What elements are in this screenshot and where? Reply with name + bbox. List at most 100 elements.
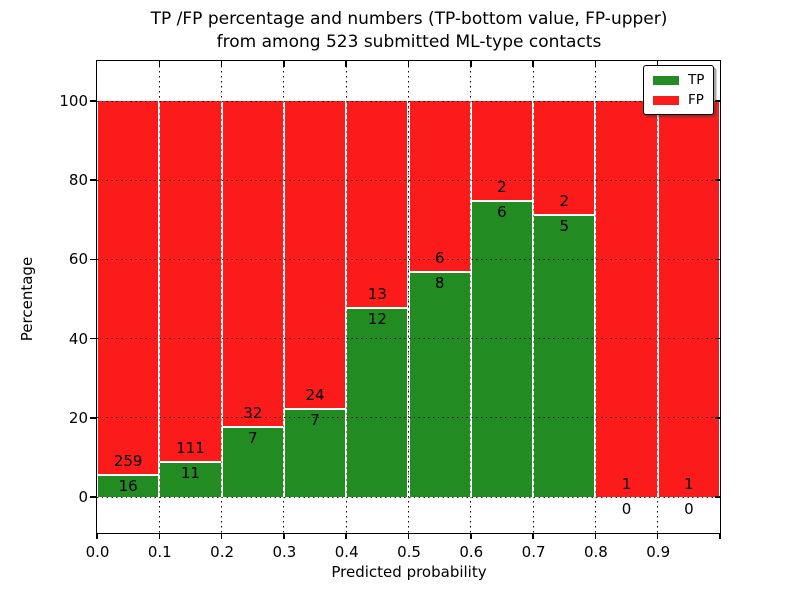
x-tick-label: 0.7 — [521, 543, 546, 561]
bar-tp-count-label: 12 — [367, 309, 387, 328]
y-tick-label: 60 — [68, 250, 88, 269]
bar-tp-segment — [347, 306, 408, 497]
bar-tp-segment — [284, 407, 346, 497]
x-tick-label: 0.8 — [583, 543, 608, 561]
y-tick-right — [714, 496, 720, 498]
y-tick — [90, 417, 96, 419]
x-tick-label: 0.1 — [147, 543, 172, 561]
tp-swatch-icon — [653, 75, 679, 85]
bar-divider-dash — [158, 101, 160, 497]
chart-title-line2: from among 523 submitted ML-type contact… — [216, 32, 602, 52]
bar-divider-dash — [408, 101, 409, 497]
legend-item-tp: TP — [653, 73, 704, 87]
x-tick-top — [345, 61, 347, 67]
x-tick — [407, 533, 410, 539]
x-tick-top — [656, 61, 659, 67]
bar — [595, 101, 658, 497]
y-axis-title: Percentage — [18, 256, 36, 342]
bar-tp-count-label: 8 — [434, 273, 445, 292]
bar — [221, 101, 284, 497]
bar-tp-segment — [222, 425, 283, 497]
x-tick-top — [532, 61, 534, 67]
legend: TP FP — [643, 65, 715, 115]
y-tick — [90, 100, 96, 102]
bar-fp-count-label: 32 — [243, 403, 263, 422]
bar — [470, 101, 534, 497]
y-tick-label: 20 — [68, 408, 88, 427]
plot-area: TP FP 259 16 111 11 32 7 24 7 13 12 6 8 2 6 2 5 1 0 1 0 — [90, 60, 721, 539]
x-axis-title: Predicted probability — [331, 563, 487, 581]
bar-fp-count-label: 111 — [176, 439, 205, 458]
bar-divider-dash — [657, 101, 659, 497]
x-tick-label: 0.2 — [210, 543, 235, 561]
y-tick-label: 0 — [78, 488, 88, 506]
bar-tp-segment — [409, 270, 470, 497]
x-tick-label: 0.3 — [272, 543, 297, 561]
x-tick — [220, 533, 223, 539]
bar-fp-count-label: 1 — [684, 475, 694, 493]
bar-divider-dash — [532, 101, 534, 497]
bar — [159, 101, 222, 497]
x-tick-label: 0.4 — [334, 543, 359, 561]
bar-tp-segment — [534, 214, 595, 497]
bar-fp-count-label: 24 — [305, 385, 325, 404]
x-tick — [96, 533, 98, 539]
bar — [408, 101, 471, 497]
bar-divider-dash — [283, 101, 285, 497]
x-tick — [719, 533, 721, 539]
bar-fp-count-label: 13 — [367, 284, 387, 303]
bar — [657, 101, 720, 497]
y-tick — [90, 258, 96, 261]
gridline-horizontal — [97, 258, 720, 260]
fp-swatch-icon — [653, 95, 679, 105]
bar-tp-count-label: 0 — [621, 500, 632, 518]
bar-fp-count-label: 259 — [113, 451, 143, 470]
x-tick-label: 0.0 — [85, 543, 110, 561]
x-tick-top — [283, 61, 285, 67]
y-tick — [90, 337, 96, 340]
x-tick — [283, 533, 285, 539]
y-tick-right — [714, 417, 720, 419]
gridline-horizontal — [97, 338, 720, 340]
x-tick — [656, 533, 659, 539]
x-tick — [470, 533, 472, 539]
bar-fp-count-label: 6 — [434, 248, 445, 267]
gridline-horizontal — [97, 179, 720, 181]
bar-tp-count-label: 7 — [310, 410, 320, 429]
y-tick-right — [714, 100, 720, 102]
x-tick-top — [470, 61, 472, 67]
x-tick-label: 0.9 — [646, 543, 671, 561]
bar-tp-segment — [98, 473, 159, 497]
bar-divider-dash — [345, 101, 347, 497]
x-tick — [158, 533, 161, 539]
bar-tp-segment — [471, 200, 533, 497]
y-tick-label: 40 — [68, 329, 88, 348]
y-tick-right — [714, 337, 720, 340]
y-tick — [90, 496, 96, 498]
x-tick-label: 0.6 — [459, 543, 484, 561]
y-tick-label: 100 — [59, 92, 88, 110]
gridline-horizontal — [97, 496, 720, 498]
chart-title: TP /FP percentage and numbers (TP-bottom… — [151, 8, 668, 54]
bar-fp-count-label: 2 — [497, 178, 507, 196]
gridline-horizontal — [97, 100, 720, 102]
y-tick — [90, 179, 96, 181]
x-tick — [594, 533, 597, 539]
x-tick-top — [158, 61, 161, 67]
bar-tp-count-label: 16 — [118, 476, 138, 495]
bar-divider-dash — [594, 101, 596, 497]
bar-divider-dash — [470, 101, 472, 497]
bar — [533, 101, 596, 497]
x-tick — [532, 533, 534, 539]
x-tick-top — [594, 61, 597, 67]
bar-divider-dash — [221, 101, 223, 497]
bar-tp-count-label: 6 — [497, 203, 507, 221]
bar — [97, 101, 160, 497]
bar — [283, 101, 347, 497]
y-tick-label: 80 — [68, 171, 88, 190]
bar-tp-count-label: 11 — [180, 464, 200, 483]
legend-label-fp: FP — [688, 92, 704, 108]
bar-tp-count-label: 7 — [247, 428, 258, 447]
bar-tp-count-label: 5 — [559, 217, 570, 236]
